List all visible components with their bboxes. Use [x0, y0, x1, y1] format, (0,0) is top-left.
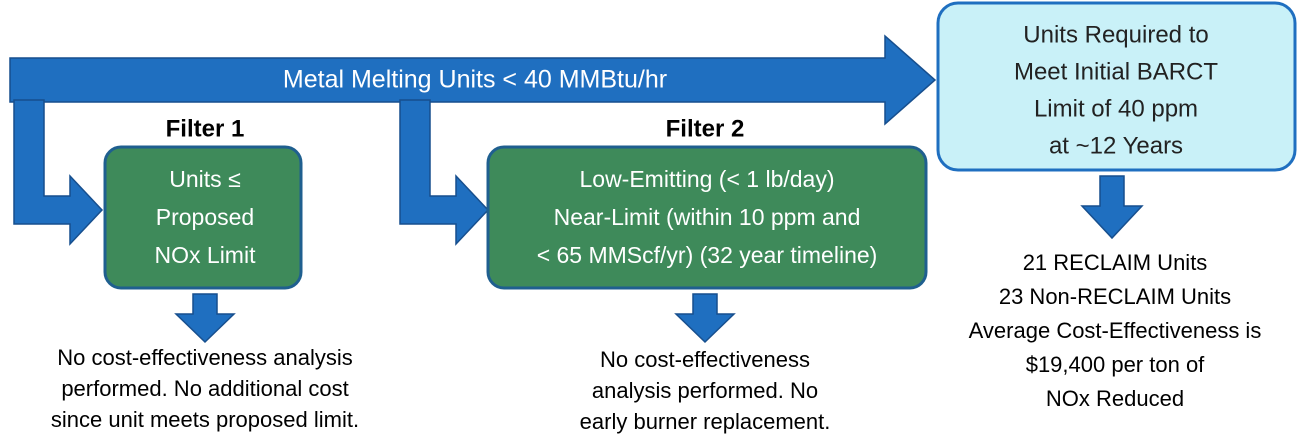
result-line: Average Cost-Effectiveness is — [969, 318, 1262, 343]
box-line: Limit of 40 ppm — [1034, 95, 1198, 122]
result-line: 21 RECLAIM Units — [1023, 250, 1208, 275]
down-arrow-3 — [1080, 175, 1144, 240]
result-line: 23 Non-RECLAIM Units — [999, 284, 1231, 309]
filter-box-1 — [103, 145, 303, 290]
down-arrow-2 — [674, 293, 736, 344]
filter-label: Filter 1 — [166, 115, 245, 142]
box-line: NOx Limit — [155, 242, 257, 268]
result-line: since unit meets proposed limit. — [51, 407, 359, 432]
branch-arrow-1 — [13, 99, 104, 246]
box-line: Near-Limit (within 10 ppm and — [554, 204, 861, 230]
result-line: analysis performed. No — [592, 378, 818, 403]
down-arrow-1 — [174, 293, 236, 344]
result-line: NOx Reduced — [1046, 386, 1184, 411]
result-line: $19,400 per ton of — [1026, 352, 1205, 377]
box-line: Proposed — [156, 204, 254, 230]
filter-label: Filter 2 — [666, 115, 745, 142]
box-line: Low-Emitting (< 1 lb/day) — [579, 166, 834, 192]
arrows — [9, 34, 1144, 344]
branch-arrow-2 — [399, 99, 490, 246]
box-line: Units Required to — [1023, 21, 1208, 48]
box-line: < 65 MMScf/yr) (32 year timeline) — [537, 242, 878, 268]
box-line: at ~12 Years — [1049, 132, 1183, 159]
filter-box-2 — [486, 145, 928, 290]
result-line: performed. No additional cost — [61, 376, 348, 401]
box-line: Meet Initial BARCT — [1014, 58, 1218, 85]
box-line: Units ≤ — [169, 166, 240, 192]
result-line: No cost-effectiveness analysis — [57, 345, 353, 370]
target-box — [936, 1, 1297, 172]
result-line: No cost-effectiveness — [600, 347, 810, 372]
main-arrow — [9, 34, 937, 126]
main-arrow-label: Metal Melting Units < 40 MMBtu/hr — [283, 66, 667, 94]
result-line: early burner replacement. — [580, 409, 831, 434]
